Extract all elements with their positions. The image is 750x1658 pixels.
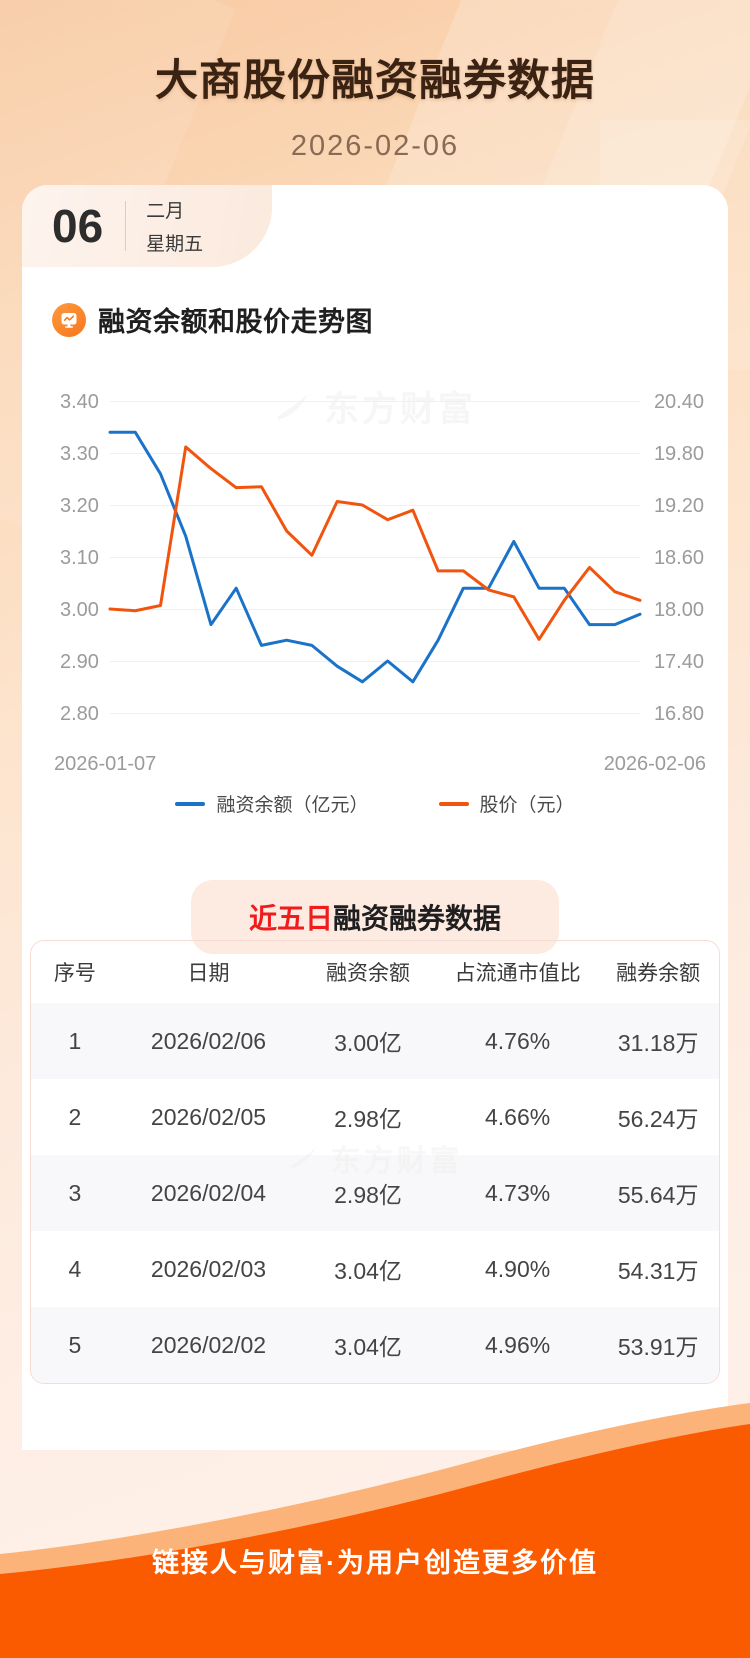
cell-short: 53.91万 [617, 1334, 699, 1360]
cell-margin: 3.00亿 [334, 1030, 402, 1056]
cell-no: 1 [68, 1027, 82, 1054]
cell-margin: 2.98亿 [334, 1182, 402, 1208]
table-card: 近五日融资融券数据 序号 日期 融资余额 占流通市值比 融券余额 1 2026/… [22, 862, 728, 1384]
legend-item-margin-balance[interactable]: 融资余额（亿元） [175, 790, 369, 817]
chart-card: 融资余额和股价走势图 东方财富 3.40 3.30 3.20 3.10 3.00… [22, 267, 728, 842]
legend-item-price[interactable]: 股价（元） [438, 790, 575, 817]
date-chip-month: 二月 [146, 201, 185, 222]
legend-label-price: 股价（元） [479, 795, 575, 816]
right-axis-tick: 18.00 [653, 599, 704, 621]
chart-monitor-icon [52, 302, 86, 337]
footer-wave [0, 1403, 750, 1658]
cell-no: 2 [68, 1103, 82, 1130]
page-title: 大商股份融资融券数据 [155, 57, 595, 105]
date-chip: 06 二月 星期五 [22, 185, 272, 267]
page-header: 大商股份融资融券数据 2026-02-06 [0, 0, 750, 163]
chart-area: 东方财富 3.40 3.30 3.20 3.10 3.00 2.90 2.80 … [22, 365, 728, 816]
cell-date: 2026/02/03 [150, 1255, 267, 1282]
table-row[interactable]: 4 2026/02/03 3.04亿 4.90% 54.31万 [31, 1231, 719, 1307]
cell-no: 3 [68, 1179, 82, 1206]
table-row[interactable]: 3 2026/02/04 2.98亿 4.73% 55.64万 [31, 1155, 719, 1231]
chart-line-price [108, 445, 642, 641]
column-header-no: 序号 [53, 962, 96, 985]
right-axis-tick: 19.20 [653, 495, 704, 517]
chart-section-title: 融资余额和股价走势图 [98, 307, 373, 337]
cell-date: 2026/02/05 [150, 1103, 267, 1130]
cell-no: 5 [68, 1331, 82, 1358]
cell-margin: 2.98亿 [334, 1106, 402, 1132]
margin-trading-table: 序号 日期 融资余额 占流通市值比 融券余额 1 2026/02/06 3.00… [30, 940, 720, 1384]
cell-pct: 4.90% [484, 1255, 551, 1282]
date-chip-weekday: 星期五 [146, 234, 204, 255]
cell-pct: 4.76% [484, 1027, 551, 1054]
left-axis-tick: 3.40 [60, 391, 99, 413]
column-header-pct: 占流通市值比 [454, 962, 581, 985]
page-subtitle-date: 2026-02-06 [290, 130, 460, 162]
cell-date: 2026/02/06 [150, 1027, 267, 1054]
cell-short: 31.18万 [617, 1030, 699, 1056]
table-row[interactable]: 1 2026/02/06 3.00亿 4.76% 31.18万 [31, 1003, 719, 1079]
left-axis-tick: 2.90 [60, 651, 99, 673]
x-axis-end-label: 2026-02-06 [603, 753, 706, 775]
cell-short: 56.24万 [617, 1106, 699, 1132]
cell-date: 2026/02/04 [150, 1179, 267, 1206]
x-axis-start-label: 2026-01-07 [54, 753, 157, 775]
table-row[interactable]: 5 2026/02/02 3.04亿 4.96% 53.91万 [31, 1307, 719, 1383]
left-axis-tick: 2.80 [60, 703, 99, 725]
cell-short: 55.64万 [617, 1182, 699, 1208]
column-header-margin: 融资余额 [326, 962, 411, 985]
table-title: 近五日融资融券数据 [190, 880, 560, 954]
chart-legend: 融资余额（亿元） 股价（元） [22, 790, 728, 817]
table-header-row: 序号 日期 融资余额 占流通市值比 融券余额 [31, 941, 719, 1003]
cell-pct: 4.96% [484, 1331, 551, 1358]
cell-margin: 3.04亿 [334, 1334, 402, 1360]
footer-slogan: 链接人与财富·为用户创造更多价值 [152, 1548, 598, 1578]
chart-line-margin-balance [108, 430, 642, 684]
chart-plot [108, 401, 642, 714]
table-title-rest: 融资融券数据 [333, 903, 502, 934]
chart-section-header: 融资余额和股价走势图 [22, 267, 728, 339]
cell-pct: 4.66% [484, 1103, 551, 1130]
date-chip-divider [125, 201, 127, 251]
column-header-date: 日期 [187, 962, 230, 985]
cell-no: 4 [68, 1255, 82, 1282]
table-title-highlight: 近五日 [248, 903, 333, 934]
right-axis-tick: 18.60 [653, 547, 704, 569]
left-axis-tick: 3.20 [60, 495, 99, 517]
left-axis-tick: 3.30 [60, 443, 99, 465]
right-axis-tick: 20.40 [653, 391, 704, 413]
legend-swatch-margin-balance [175, 801, 206, 806]
legend-label-margin-balance: 融资余额（亿元） [216, 795, 369, 816]
date-chip-day: 06 [52, 200, 104, 252]
table-row[interactable]: 2 2026/02/05 2.98亿 4.66% 56.24万 [31, 1079, 719, 1155]
left-axis-tick: 3.10 [60, 547, 99, 569]
chart-series-svg [108, 430, 642, 684]
right-axis-tick: 17.40 [653, 651, 704, 673]
legend-swatch-price [438, 801, 469, 806]
right-axis-tick: 19.80 [653, 443, 704, 465]
cell-date: 2026/02/02 [150, 1331, 267, 1358]
cell-pct: 4.73% [484, 1179, 551, 1206]
right-axis-tick: 16.80 [653, 703, 704, 725]
left-axis-tick: 3.00 [60, 599, 99, 621]
cell-short: 54.31万 [617, 1258, 699, 1284]
cell-margin: 3.04亿 [334, 1258, 402, 1284]
column-header-short: 融券余额 [616, 962, 701, 985]
